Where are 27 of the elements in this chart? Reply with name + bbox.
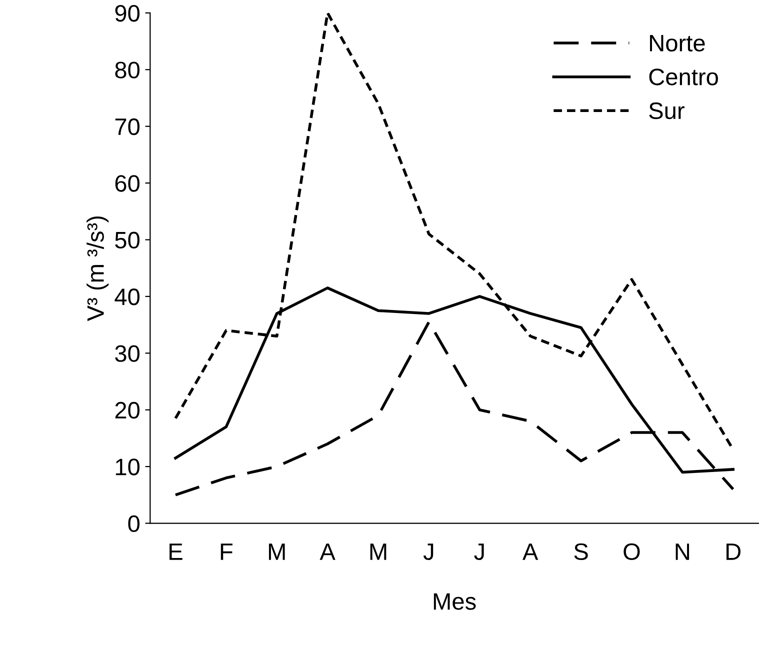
x-tick-label: S [574, 543, 588, 560]
x-tick-label: F [220, 544, 232, 560]
y-axis-title: V³ (m ³/s³) [86, 216, 109, 322]
x-tick-label: M [370, 544, 386, 560]
y-tick-label: 90 [115, 4, 140, 22]
x-tick-label: A [320, 544, 336, 560]
x-tick-label: E [170, 544, 182, 560]
y-tick-label: 30 [115, 345, 140, 362]
x-tick-label: J [423, 544, 434, 560]
y-tick-label: 60 [115, 175, 140, 192]
y-tick-label: 0 [128, 515, 140, 532]
y-tick-label: 40 [114, 288, 140, 306]
y-tick-label: 20 [115, 402, 140, 419]
y-tick-label: 10 [116, 458, 140, 476]
y-tick-label: 80 [115, 62, 140, 78]
legend-label: Sur [649, 102, 684, 120]
legend-label: Centro [649, 68, 718, 86]
x-tick-label: M [268, 544, 285, 560]
x-tick-label: D [726, 544, 740, 560]
x-tick-label: O [624, 543, 640, 560]
legend-label: Norte [650, 35, 705, 52]
y-tick-label: 50 [115, 232, 140, 249]
x-tick-label: N [676, 544, 690, 560]
x-tick-label: A [522, 544, 538, 560]
x-tick-label: J [474, 544, 484, 560]
y-tick-label: 70 [115, 118, 140, 136]
x-axis-title: Mes [434, 593, 476, 610]
